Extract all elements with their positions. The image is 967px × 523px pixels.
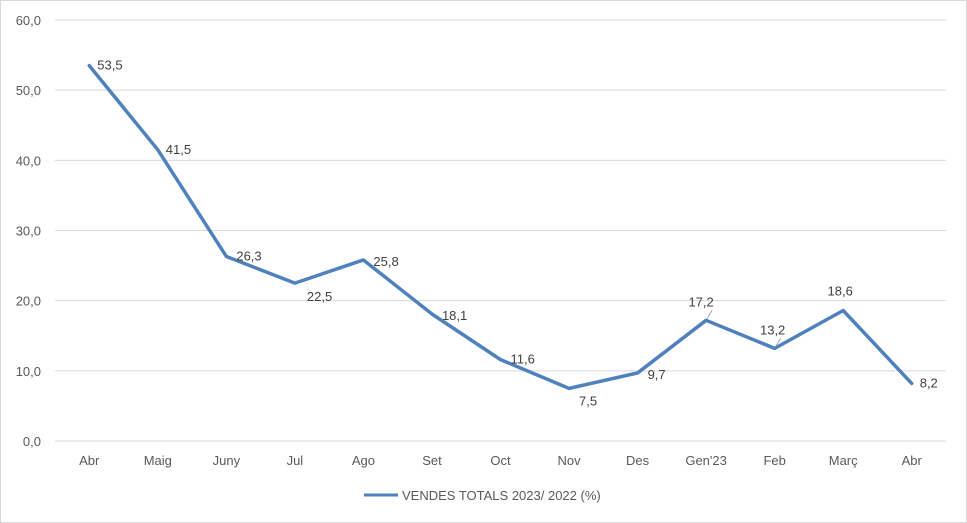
data-label: 17,2 [688,294,713,309]
data-label: 25,8 [373,254,398,269]
x-tick-label: Abr [79,453,100,468]
x-tick-label: Març [829,453,858,468]
data-label: 9,7 [648,367,666,382]
x-tick-label: Oct [490,453,511,468]
data-label: 18,6 [828,283,853,298]
label-leader-line [706,310,713,319]
y-tick-label: 50,0 [16,83,41,98]
x-tick-label: Abr [902,453,923,468]
data-label: 18,1 [442,308,467,323]
x-tick-label: Maig [144,453,172,468]
x-tick-label: Set [422,453,442,468]
data-label: 26,3 [236,248,261,263]
legend: VENDES TOTALS 2023/ 2022 (%) [364,488,601,503]
x-tick-label: Jul [287,453,304,468]
x-tick-label: Juny [213,453,241,468]
y-tick-label: 0,0 [23,434,41,449]
data-label: 41,5 [166,142,191,157]
x-tick-label: Nov [557,453,581,468]
data-label: 11,6 [511,352,535,367]
data-label: 13,2 [760,322,785,337]
data-label: 22,5 [307,289,332,304]
data-label: 8,2 [920,375,938,390]
y-axis-ticks: 0,0 10,0 20,0 30,0 40,0 50,0 60,0 [16,13,41,449]
label-leader-line [775,338,782,347]
y-tick-label: 20,0 [16,294,41,309]
y-tick-label: 40,0 [16,153,41,168]
data-label: 7,5 [579,393,597,408]
y-tick-label: 30,0 [16,224,41,239]
x-tick-label: Feb [763,453,785,468]
y-tick-label: 60,0 [16,13,41,28]
x-tick-label: Ago [352,453,375,468]
data-label: 53,5 [97,58,122,73]
gridlines [55,19,946,442]
data-labels: 53,5 41,5 26,3 22,5 25,8 18,1 11,6 7,5 9,7 17,2 13… [97,58,938,409]
x-axis-ticks: Abr Maig Juny Jul Ago Set Oct Nov Des Gen'23 Feb Ma… [79,453,922,468]
series-line [87,63,914,391]
y-tick-label: 10,0 [16,364,41,379]
legend-label: VENDES TOTALS 2023/ 2022 (%) [402,488,601,503]
x-tick-label: Des [626,453,650,468]
series-group [87,63,914,391]
x-tick-label: Gen'23 [685,453,727,468]
